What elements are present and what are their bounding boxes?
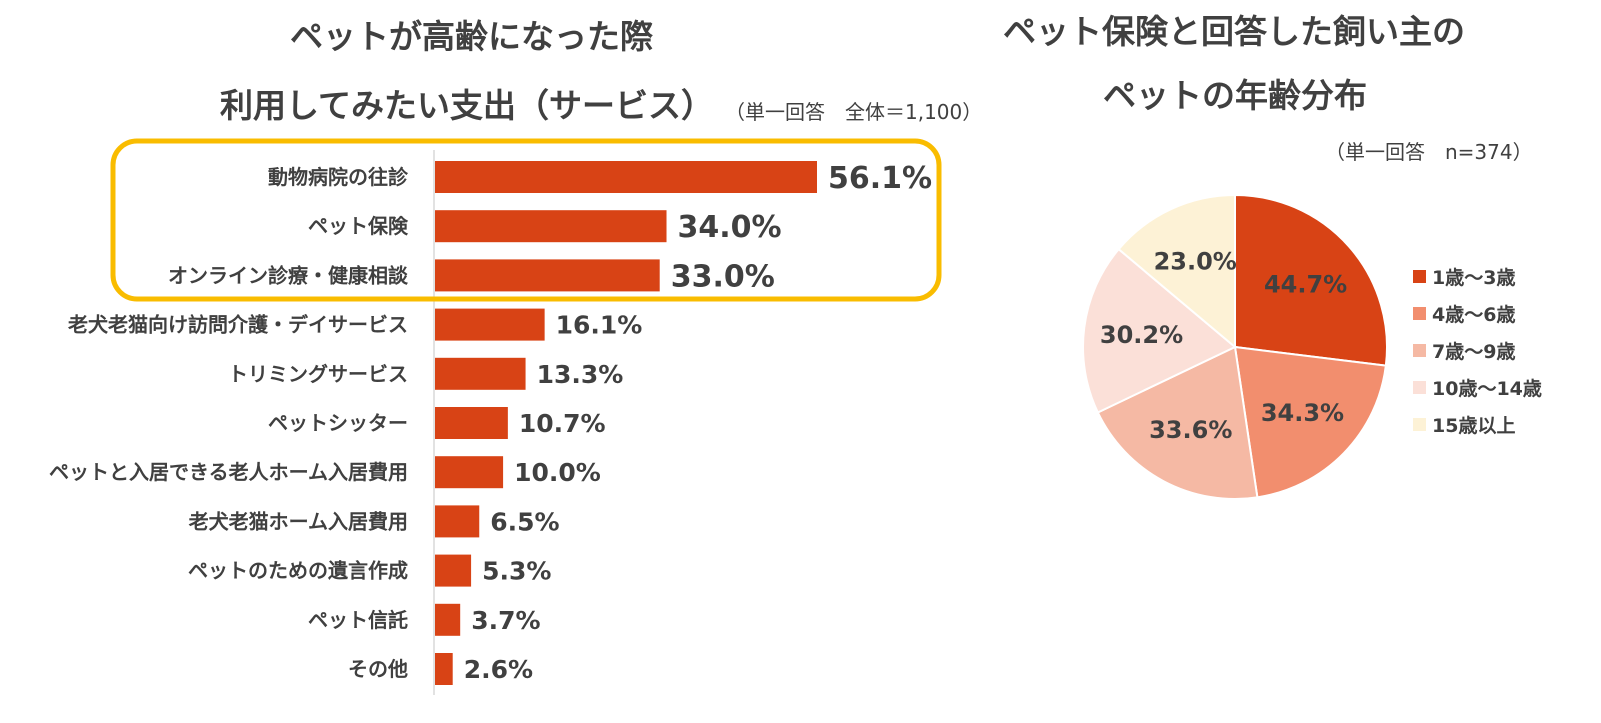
bar-7 <box>435 505 480 538</box>
bar-10 <box>435 653 453 685</box>
value-label-6: 10.0% <box>514 458 601 487</box>
pie-value-label-4: 23.0% <box>1154 248 1237 276</box>
value-label-0: 56.1% <box>828 161 932 196</box>
pie-value-label-0: 44.7% <box>1264 271 1347 299</box>
category-label-4: トリミングサービス <box>228 362 408 386</box>
bar-2 <box>435 259 660 292</box>
legend-swatch-4 <box>1413 418 1426 431</box>
legend-label-2: 7歳～9歳 <box>1432 341 1515 363</box>
bar-6 <box>435 456 504 489</box>
value-label-7: 6.5% <box>490 507 559 536</box>
category-label-8: ペットのための遺言作成 <box>188 559 408 583</box>
category-label-2: オンライン診療・健康相談 <box>168 263 409 287</box>
pie-slice-1 <box>1233 345 1387 499</box>
value-label-3: 16.1% <box>556 311 643 340</box>
legend-label-1: 4歳～6歳 <box>1432 304 1515 326</box>
bar-chart-title-line2: 利用してみたい支出（サービス） <box>220 86 715 125</box>
pie-chart-note: （単一回答 n=374） <box>1325 140 1533 164</box>
highlight-frame <box>110 138 942 302</box>
bar-4 <box>435 357 526 390</box>
category-label-10: その他 <box>348 657 408 681</box>
value-label-1: 34.0% <box>678 210 782 245</box>
pie-slice-4 <box>1117 193 1236 350</box>
category-label-7: 老犬老猫ホーム入居費用 <box>189 509 408 533</box>
legend-label-4: 15歳以上 <box>1432 415 1515 437</box>
bar-0 <box>435 161 817 193</box>
pie-value-label-2: 33.6% <box>1149 416 1232 444</box>
pie-slice-3 <box>1082 247 1237 414</box>
category-label-1: ペット保険 <box>308 214 409 238</box>
bar-5 <box>435 407 508 439</box>
bar-1 <box>435 210 667 243</box>
legend-swatch-2 <box>1413 344 1426 357</box>
category-label-0: 動物病院の往診 <box>268 165 409 189</box>
bar-chart-title-line1: ペットが高齢になった際 <box>290 17 653 56</box>
legend-label-3: 10歳～14歳 <box>1432 378 1542 400</box>
pie-value-label-3: 30.2% <box>1100 321 1183 349</box>
value-label-9: 3.7% <box>471 606 540 635</box>
legend-label-0: 1歳～3歳 <box>1432 267 1515 289</box>
value-label-8: 5.3% <box>482 557 551 586</box>
legend-swatch-0 <box>1413 270 1426 283</box>
pie-value-label-1: 34.3% <box>1261 399 1344 427</box>
category-label-3: 老犬老猫向け訪問介護・デイサービス <box>68 313 408 337</box>
value-label-4: 13.3% <box>537 360 624 389</box>
pie-chart-title-line2: ペットの年齢分布 <box>1103 76 1367 115</box>
category-label-5: ペットシッター <box>268 411 408 435</box>
bar-9 <box>435 603 461 636</box>
pie-chart-title-line1: ペット保険と回答した飼い主の <box>1003 12 1465 51</box>
bar-chart-note: （単一回答 全体＝1,100） <box>725 100 983 124</box>
category-label-9: ペット信託 <box>308 608 408 632</box>
legend-swatch-3 <box>1413 381 1426 394</box>
value-label-2: 33.0% <box>671 259 775 294</box>
legend-swatch-1 <box>1413 307 1426 320</box>
value-label-5: 10.7% <box>519 409 606 438</box>
pie-slice-0 <box>1234 193 1388 367</box>
bar-3 <box>435 308 545 341</box>
value-label-10: 2.6% <box>464 655 533 684</box>
category-label-6: ペットと入居できる老人ホーム入居費用 <box>49 460 408 484</box>
pie-slice-2 <box>1096 345 1259 500</box>
bar-8 <box>435 554 472 587</box>
